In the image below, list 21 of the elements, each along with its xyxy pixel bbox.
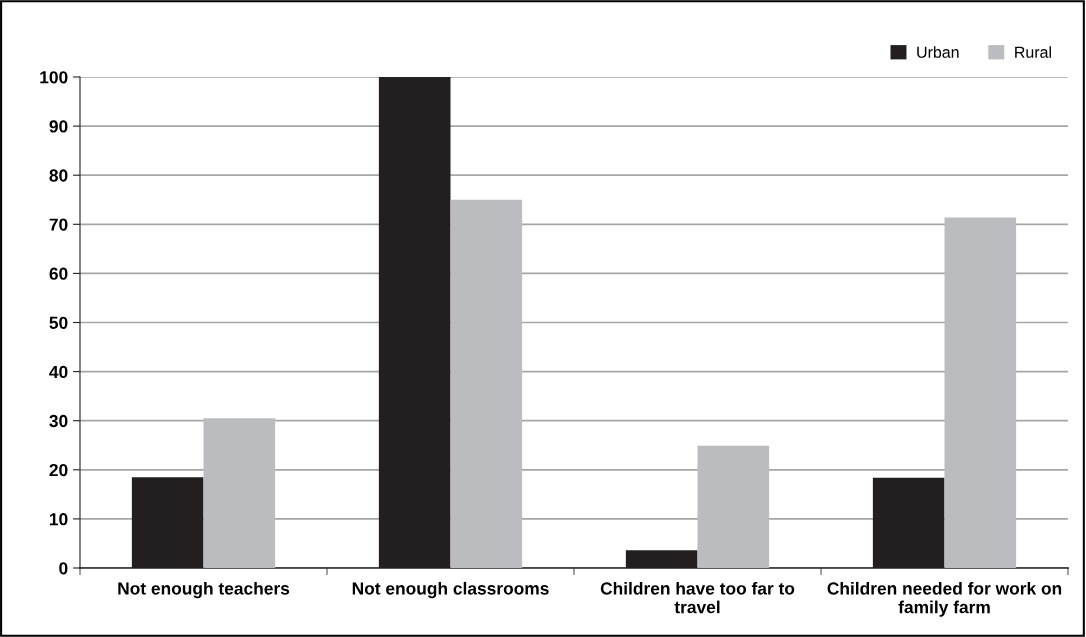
y-tick-label: 30 xyxy=(49,414,68,428)
bar xyxy=(203,418,276,568)
bar xyxy=(944,217,1017,568)
bar xyxy=(697,445,770,568)
y-tick-label: 100 xyxy=(40,71,68,84)
x-tick-label: Not enough teachers xyxy=(118,581,290,599)
y-tick-label: 40 xyxy=(49,365,68,379)
y-tick-label: 10 xyxy=(49,513,68,526)
y-tick-label: 70 xyxy=(49,218,68,231)
y-tick-label: 50 xyxy=(49,316,68,329)
y-tick-label: 80 xyxy=(49,169,68,182)
y-tick-label: 60 xyxy=(49,267,68,280)
bar xyxy=(450,199,523,568)
legend-label: Urban xyxy=(917,46,959,58)
legend-label: Rural xyxy=(1015,46,1051,58)
y-tick-label: 0 xyxy=(59,562,68,575)
y-tick-label: 90 xyxy=(49,120,68,133)
x-tick-label: Not enough classrooms xyxy=(352,581,549,599)
x-tick-label: Children have too far to travel xyxy=(600,581,795,614)
y-tick-label: 20 xyxy=(49,463,68,477)
x-tick-label: Children needed for work on family farm xyxy=(827,581,1062,617)
